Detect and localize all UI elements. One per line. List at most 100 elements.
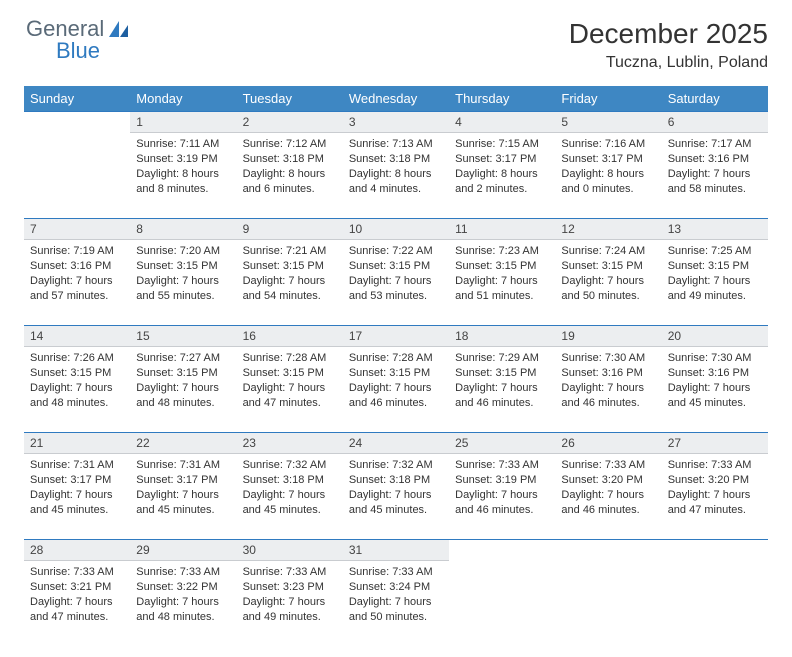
- sunset-text: Sunset: 3:18 PM: [349, 473, 443, 488]
- day-cell: Sunrise: 7:29 AMSunset: 3:15 PMDaylight:…: [449, 347, 555, 433]
- sunset-text: Sunset: 3:15 PM: [349, 259, 443, 274]
- day-cell: Sunrise: 7:28 AMSunset: 3:15 PMDaylight:…: [343, 347, 449, 433]
- sunset-text: Sunset: 3:20 PM: [668, 473, 762, 488]
- sunrise-text: Sunrise: 7:33 AM: [136, 565, 230, 580]
- weekday-header: Saturday: [662, 86, 768, 112]
- daylight-text-1: Daylight: 7 hours: [668, 488, 762, 503]
- sunset-text: Sunset: 3:16 PM: [668, 366, 762, 381]
- daylight-text-1: Daylight: 7 hours: [136, 274, 230, 289]
- day-cell: Sunrise: 7:11 AMSunset: 3:19 PMDaylight:…: [130, 133, 236, 219]
- day-content-row: Sunrise: 7:31 AMSunset: 3:17 PMDaylight:…: [24, 454, 768, 540]
- sunset-text: Sunset: 3:15 PM: [243, 259, 337, 274]
- daylight-text-2: and 58 minutes.: [668, 182, 762, 197]
- title-block: December 2025 Tuczna, Lublin, Poland: [569, 18, 768, 72]
- daylight-text-1: Daylight: 7 hours: [30, 274, 124, 289]
- day-cell: Sunrise: 7:26 AMSunset: 3:15 PMDaylight:…: [24, 347, 130, 433]
- day-number-row: 14151617181920: [24, 326, 768, 347]
- day-number: [24, 112, 130, 133]
- sunset-text: Sunset: 3:15 PM: [455, 366, 549, 381]
- sunset-text: Sunset: 3:16 PM: [668, 152, 762, 167]
- day-number: 4: [449, 112, 555, 133]
- daylight-text-2: and 51 minutes.: [455, 289, 549, 304]
- sunset-text: Sunset: 3:22 PM: [136, 580, 230, 595]
- header: General Blue December 2025 Tuczna, Lubli…: [24, 18, 768, 72]
- day-cell: Sunrise: 7:33 AMSunset: 3:19 PMDaylight:…: [449, 454, 555, 540]
- day-number: 27: [662, 433, 768, 454]
- sunset-text: Sunset: 3:15 PM: [136, 366, 230, 381]
- weekday-header: Monday: [130, 86, 236, 112]
- daylight-text-1: Daylight: 7 hours: [136, 595, 230, 610]
- daylight-text-2: and 46 minutes.: [455, 396, 549, 411]
- day-cell: Sunrise: 7:19 AMSunset: 3:16 PMDaylight:…: [24, 240, 130, 326]
- day-cell: Sunrise: 7:28 AMSunset: 3:15 PMDaylight:…: [237, 347, 343, 433]
- sunrise-text: Sunrise: 7:17 AM: [668, 137, 762, 152]
- day-content-row: Sunrise: 7:11 AMSunset: 3:19 PMDaylight:…: [24, 133, 768, 219]
- day-number-row: 21222324252627: [24, 433, 768, 454]
- sunset-text: Sunset: 3:15 PM: [455, 259, 549, 274]
- day-number-row: 28293031: [24, 540, 768, 561]
- daylight-text-1: Daylight: 7 hours: [668, 274, 762, 289]
- day-number: [449, 540, 555, 561]
- daylight-text-2: and 47 minutes.: [668, 503, 762, 518]
- sunrise-text: Sunrise: 7:19 AM: [30, 244, 124, 259]
- day-number: 1: [130, 112, 236, 133]
- sunset-text: Sunset: 3:15 PM: [243, 366, 337, 381]
- day-cell: Sunrise: 7:21 AMSunset: 3:15 PMDaylight:…: [237, 240, 343, 326]
- day-number: 19: [555, 326, 661, 347]
- calendar-table: Sunday Monday Tuesday Wednesday Thursday…: [24, 86, 768, 647]
- daylight-text-1: Daylight: 7 hours: [30, 381, 124, 396]
- daylight-text-1: Daylight: 7 hours: [455, 488, 549, 503]
- sunset-text: Sunset: 3:20 PM: [561, 473, 655, 488]
- sunrise-text: Sunrise: 7:26 AM: [30, 351, 124, 366]
- sunset-text: Sunset: 3:18 PM: [349, 152, 443, 167]
- day-number: 2: [237, 112, 343, 133]
- day-number: [662, 540, 768, 561]
- day-number: 8: [130, 219, 236, 240]
- weekday-header: Tuesday: [237, 86, 343, 112]
- daylight-text-2: and 8 minutes.: [136, 182, 230, 197]
- daylight-text-1: Daylight: 7 hours: [243, 488, 337, 503]
- daylight-text-2: and 46 minutes.: [455, 503, 549, 518]
- day-cell: Sunrise: 7:25 AMSunset: 3:15 PMDaylight:…: [662, 240, 768, 326]
- daylight-text-1: Daylight: 7 hours: [30, 595, 124, 610]
- day-number: 15: [130, 326, 236, 347]
- sunrise-text: Sunrise: 7:15 AM: [455, 137, 549, 152]
- day-number: 14: [24, 326, 130, 347]
- daylight-text-2: and 46 minutes.: [561, 503, 655, 518]
- daylight-text-1: Daylight: 8 hours: [561, 167, 655, 182]
- sunrise-text: Sunrise: 7:13 AM: [349, 137, 443, 152]
- day-number: 25: [449, 433, 555, 454]
- daylight-text-1: Daylight: 7 hours: [349, 274, 443, 289]
- weekday-header: Wednesday: [343, 86, 449, 112]
- day-cell: Sunrise: 7:31 AMSunset: 3:17 PMDaylight:…: [24, 454, 130, 540]
- sail-icon: [108, 20, 130, 38]
- sunset-text: Sunset: 3:15 PM: [136, 259, 230, 274]
- daylight-text-1: Daylight: 7 hours: [136, 488, 230, 503]
- daylight-text-2: and 48 minutes.: [136, 396, 230, 411]
- sunset-text: Sunset: 3:19 PM: [136, 152, 230, 167]
- daylight-text-1: Daylight: 7 hours: [243, 595, 337, 610]
- sunrise-text: Sunrise: 7:32 AM: [243, 458, 337, 473]
- day-cell: Sunrise: 7:15 AMSunset: 3:17 PMDaylight:…: [449, 133, 555, 219]
- sunset-text: Sunset: 3:17 PM: [136, 473, 230, 488]
- daylight-text-1: Daylight: 7 hours: [243, 274, 337, 289]
- daylight-text-1: Daylight: 8 hours: [136, 167, 230, 182]
- logo-word2: Blue: [56, 38, 100, 63]
- sunrise-text: Sunrise: 7:33 AM: [349, 565, 443, 580]
- day-cell: Sunrise: 7:27 AMSunset: 3:15 PMDaylight:…: [130, 347, 236, 433]
- daylight-text-2: and 2 minutes.: [455, 182, 549, 197]
- daylight-text-2: and 50 minutes.: [561, 289, 655, 304]
- day-number-row: 78910111213: [24, 219, 768, 240]
- day-number: 21: [24, 433, 130, 454]
- day-cell: Sunrise: 7:33 AMSunset: 3:23 PMDaylight:…: [237, 561, 343, 647]
- weekday-header: Sunday: [24, 86, 130, 112]
- sunset-text: Sunset: 3:15 PM: [668, 259, 762, 274]
- sunset-text: Sunset: 3:18 PM: [243, 152, 337, 167]
- daylight-text-1: Daylight: 8 hours: [455, 167, 549, 182]
- day-cell: Sunrise: 7:33 AMSunset: 3:20 PMDaylight:…: [662, 454, 768, 540]
- day-cell: [24, 133, 130, 219]
- daylight-text-2: and 55 minutes.: [136, 289, 230, 304]
- sunset-text: Sunset: 3:15 PM: [349, 366, 443, 381]
- day-number: 3: [343, 112, 449, 133]
- day-number: 17: [343, 326, 449, 347]
